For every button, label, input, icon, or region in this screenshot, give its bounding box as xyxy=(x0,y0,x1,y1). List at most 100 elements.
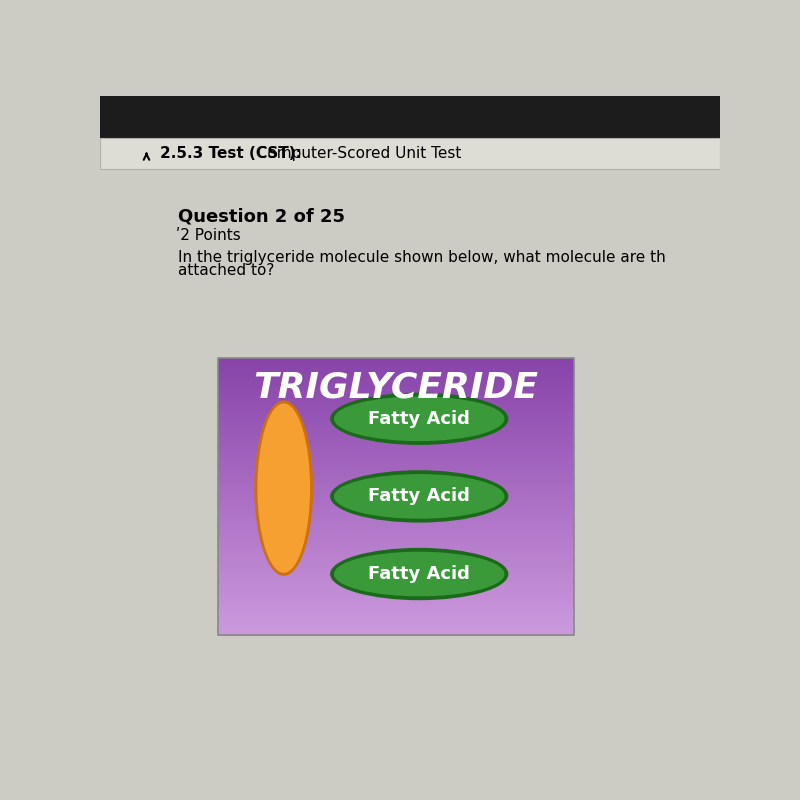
Bar xyxy=(218,573,574,576)
Bar xyxy=(218,598,574,601)
Bar xyxy=(218,381,574,384)
Bar xyxy=(218,409,574,412)
Bar xyxy=(218,441,574,444)
Bar xyxy=(218,466,574,470)
Bar xyxy=(218,474,574,476)
Bar xyxy=(218,482,574,486)
Bar xyxy=(218,402,574,405)
Text: Fatty Acid: Fatty Acid xyxy=(368,565,470,583)
Bar xyxy=(218,443,574,446)
Bar xyxy=(218,552,574,555)
Bar xyxy=(218,362,574,366)
Bar xyxy=(218,563,574,566)
Text: Computer-Scored Unit Test: Computer-Scored Unit Test xyxy=(247,146,462,162)
Bar xyxy=(218,415,574,418)
Bar xyxy=(218,434,574,437)
Bar xyxy=(218,432,574,435)
Bar xyxy=(218,545,574,548)
Bar xyxy=(218,430,574,433)
Text: attached to?: attached to? xyxy=(178,263,274,278)
Text: ʹ2 Points: ʹ2 Points xyxy=(176,228,241,242)
Ellipse shape xyxy=(330,548,508,600)
Bar xyxy=(218,457,574,460)
Bar xyxy=(218,471,574,474)
Ellipse shape xyxy=(330,393,508,445)
Bar xyxy=(218,459,574,462)
Bar xyxy=(218,538,574,541)
Bar xyxy=(218,578,574,580)
Bar xyxy=(218,418,574,421)
Text: Fatty Acid: Fatty Acid xyxy=(368,410,470,428)
Bar xyxy=(218,550,574,553)
Bar xyxy=(218,378,574,382)
Bar xyxy=(218,617,574,619)
Bar xyxy=(218,566,574,569)
Bar xyxy=(218,462,574,465)
Bar xyxy=(218,388,574,391)
Bar xyxy=(218,399,574,402)
Bar xyxy=(218,570,574,574)
Bar xyxy=(218,602,574,606)
Bar xyxy=(218,420,574,423)
Bar xyxy=(218,397,574,400)
Bar xyxy=(218,607,574,610)
Bar xyxy=(218,464,574,467)
Bar xyxy=(218,386,574,389)
Bar xyxy=(218,531,574,534)
Bar xyxy=(218,367,574,370)
Bar xyxy=(218,383,574,386)
Bar xyxy=(218,360,574,363)
Bar xyxy=(218,427,574,430)
Bar xyxy=(218,522,574,525)
Bar xyxy=(218,554,574,558)
Bar xyxy=(218,453,574,455)
Text: Fatty Acid: Fatty Acid xyxy=(368,487,470,506)
Bar xyxy=(218,503,574,506)
Bar xyxy=(218,469,574,472)
Text: In the triglyceride molecule shown below, what molecule are th: In the triglyceride molecule shown below… xyxy=(178,250,666,265)
Bar xyxy=(218,448,574,451)
Bar xyxy=(218,480,574,483)
Text: TRIGLYCERIDE: TRIGLYCERIDE xyxy=(254,370,538,404)
Bar xyxy=(218,628,574,631)
Bar xyxy=(218,529,574,532)
Bar xyxy=(218,492,574,495)
Text: 2.5.3 Test (CST):: 2.5.3 Test (CST): xyxy=(161,146,302,162)
Bar xyxy=(218,494,574,497)
Bar xyxy=(218,515,574,518)
Bar xyxy=(218,411,574,414)
Bar xyxy=(218,370,574,373)
Bar xyxy=(218,501,574,504)
Bar xyxy=(218,524,574,527)
Bar xyxy=(218,498,574,502)
Bar xyxy=(218,490,574,493)
Bar xyxy=(218,626,574,629)
Bar xyxy=(218,621,574,624)
Bar xyxy=(218,579,574,582)
Bar xyxy=(218,478,574,481)
Bar xyxy=(218,614,574,618)
Bar xyxy=(218,596,574,599)
Bar xyxy=(218,558,574,562)
Bar xyxy=(218,365,574,368)
Bar xyxy=(218,485,574,488)
Bar xyxy=(218,394,574,398)
Ellipse shape xyxy=(334,474,505,518)
Bar xyxy=(218,584,574,587)
Bar xyxy=(218,487,574,490)
Bar xyxy=(218,372,574,374)
Bar xyxy=(218,390,574,394)
Bar xyxy=(218,633,574,636)
Bar xyxy=(218,540,574,543)
Bar xyxy=(218,594,574,597)
Bar xyxy=(218,450,574,454)
Bar xyxy=(218,496,574,499)
Bar xyxy=(218,436,574,439)
Bar xyxy=(218,630,574,634)
Bar xyxy=(218,358,574,361)
Bar xyxy=(218,547,574,550)
Bar xyxy=(218,568,574,571)
Bar xyxy=(218,536,574,538)
Bar xyxy=(218,586,574,590)
Bar xyxy=(218,508,574,511)
